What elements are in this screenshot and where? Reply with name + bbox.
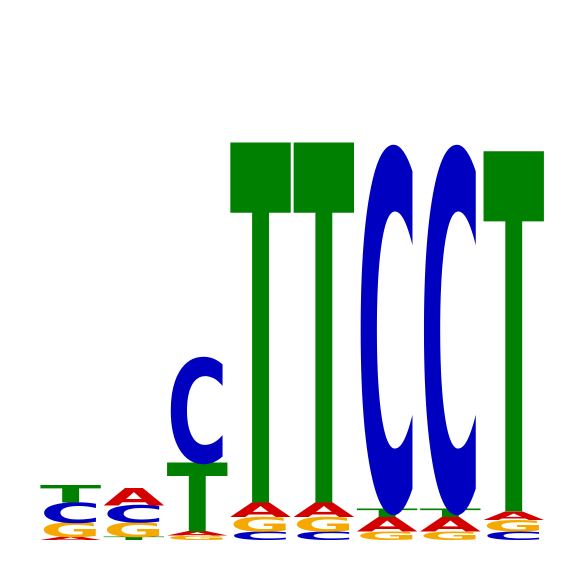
logo-letter-t: T <box>293 45 355 566</box>
logo-letter-g: G <box>230 513 291 536</box>
logo-letter-a: A <box>230 498 292 521</box>
logo-letter-a: A <box>483 509 545 523</box>
logo-letter-t: T <box>420 506 482 520</box>
logo-letter-g: G <box>483 517 544 535</box>
logo-letter-t: T <box>230 45 292 566</box>
logo-letter-a: A <box>357 513 419 536</box>
logo-letter-c: C <box>357 54 418 566</box>
logo-letter-g: G <box>357 529 418 543</box>
logo-letter-t: T <box>357 506 419 520</box>
logo-letter-g: G <box>420 529 481 543</box>
logo-letter-a: A <box>167 530 229 537</box>
logo-letter-g: G <box>293 513 354 536</box>
logo-letter-a: A <box>420 513 482 536</box>
logo-letter-a: A <box>293 498 355 521</box>
logo-letter-a: A <box>40 536 102 541</box>
logo-letter-c: C <box>103 501 164 528</box>
logo-letter-c: C <box>420 54 481 566</box>
logo-letter-c: C <box>167 331 228 497</box>
logo-letter-t: T <box>167 443 228 554</box>
logo-letter-a: A <box>103 484 164 512</box>
logo-letter-c: C <box>40 497 101 529</box>
logo-letter-c: C <box>483 529 544 543</box>
logo-letter-t: T <box>40 481 102 508</box>
logo-letter-t: T <box>103 536 165 541</box>
logo-letter-c: C <box>230 529 291 543</box>
logo-letter-t: T <box>483 53 545 566</box>
logo-letter-g: G <box>167 535 228 542</box>
logo-letter-c: C <box>293 529 354 543</box>
logo-letter-g: G <box>40 519 101 542</box>
logo-letter-g: G <box>103 519 164 542</box>
